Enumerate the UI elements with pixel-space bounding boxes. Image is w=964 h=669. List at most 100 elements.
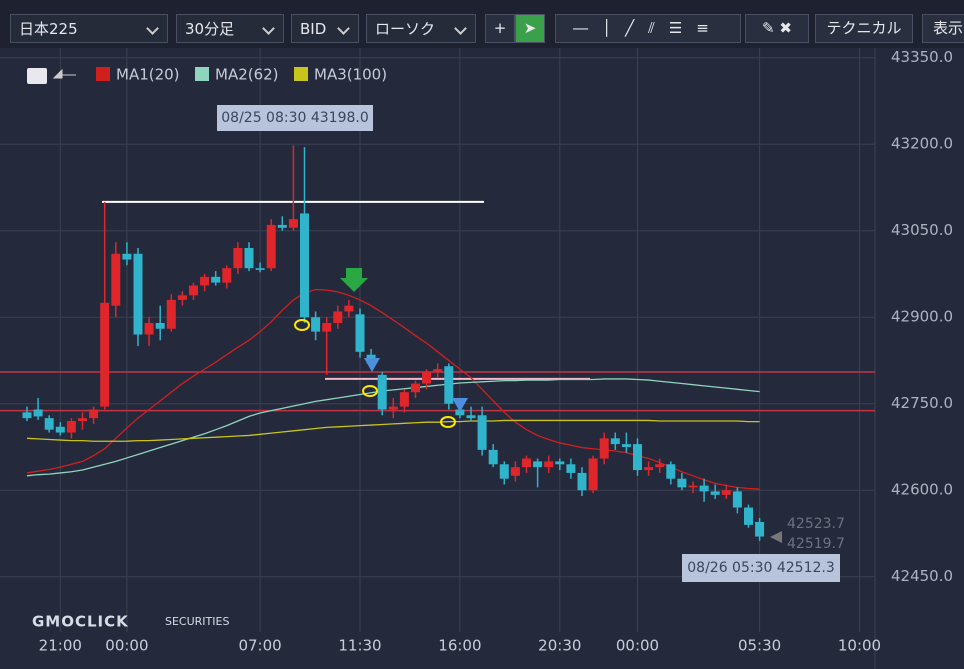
circle-marker xyxy=(362,385,378,397)
ma-line xyxy=(26,419,760,442)
candle-body xyxy=(666,464,676,479)
candle-body xyxy=(344,305,354,312)
x-tick-label: 10:00 xyxy=(838,637,881,655)
high-label: 08/25 08:30 43198.0 xyxy=(221,110,369,126)
triangle-marker xyxy=(452,398,468,412)
candle-body xyxy=(111,253,121,306)
chart: 42450.0 42600.0 42750.0 42900.0 43050.0 43200… xyxy=(0,48,953,669)
candle-body xyxy=(755,521,765,537)
candle-body xyxy=(399,392,409,407)
candle-body xyxy=(644,467,654,471)
markers xyxy=(294,268,468,428)
x-tick-label: 11:30 xyxy=(338,637,381,655)
candle-body xyxy=(233,248,243,269)
y-tick-label: 43350.0 xyxy=(891,48,953,66)
candle-body xyxy=(577,472,587,491)
candle-body xyxy=(555,461,565,465)
candle-body xyxy=(144,322,154,335)
candle-body xyxy=(411,383,420,393)
candle-body xyxy=(177,295,187,300)
candle-body xyxy=(510,467,520,476)
tool-icon[interactable] xyxy=(52,68,76,79)
price-pointer xyxy=(770,531,782,543)
x-tick-label: 16:00 xyxy=(438,637,481,655)
candle-body xyxy=(655,464,665,468)
comment-icon[interactable] xyxy=(27,68,47,84)
bid-price: 42519.7 xyxy=(787,536,845,552)
candle-body xyxy=(699,485,709,492)
candle-body xyxy=(277,224,287,228)
candle-body xyxy=(66,421,76,433)
candle-body xyxy=(244,248,254,269)
candle-body xyxy=(377,374,387,410)
candle-body xyxy=(22,412,32,419)
candle-body xyxy=(444,366,454,404)
candle-body xyxy=(599,438,609,459)
candle-body xyxy=(466,415,476,419)
candle-body xyxy=(621,444,631,447)
candle-body xyxy=(677,478,687,488)
candle-body xyxy=(322,322,332,332)
candle-body xyxy=(744,507,753,525)
x-tick-label: 07:00 xyxy=(238,637,281,655)
x-tick-label: 20:30 xyxy=(538,637,581,655)
low-label: 08/26 05:30 42512.3 xyxy=(687,560,835,576)
candle-body xyxy=(33,409,43,417)
price-select[interactable]: BID xyxy=(291,14,359,43)
candle-body xyxy=(422,372,432,384)
candle-body xyxy=(732,491,742,508)
technical-button[interactable]: テクニカル xyxy=(815,14,913,43)
x-tick-label: 00:00 xyxy=(105,637,148,655)
x-tick-label: 21:00 xyxy=(39,637,82,655)
y-tick-label: 42750.0 xyxy=(891,394,953,412)
legend-label: MA2(62) xyxy=(215,66,279,84)
candle-body xyxy=(499,464,509,479)
draw-tools[interactable]: ―│╱⫽☰≡ xyxy=(555,14,741,43)
display-button[interactable]: 表示 xyxy=(922,14,964,43)
x-tick-label: 00:00 xyxy=(616,637,659,655)
y-tick-label: 43050.0 xyxy=(891,221,953,239)
interval-select[interactable]: 30分足 xyxy=(176,14,284,43)
candle-body xyxy=(488,449,498,465)
candle-body xyxy=(355,314,365,352)
style-select[interactable]: ローソク xyxy=(366,14,476,43)
circle-marker xyxy=(294,319,310,331)
logo-sub: SECURITIES xyxy=(165,615,229,628)
candle-body xyxy=(633,444,642,471)
erase-tools[interactable]: ✎ ✖ xyxy=(745,14,809,43)
legend-label: MA3(100) xyxy=(314,66,387,84)
legend-label: MA1(20) xyxy=(116,66,180,84)
circle-marker xyxy=(440,416,456,428)
low-label-box xyxy=(682,554,840,582)
candle-body xyxy=(255,268,265,270)
candle-body xyxy=(44,418,54,430)
candle-body xyxy=(533,461,543,468)
legend xyxy=(27,68,76,84)
candle-body xyxy=(544,461,554,468)
candle-body xyxy=(566,464,576,473)
candle-body xyxy=(189,285,198,296)
candle-body xyxy=(477,415,487,450)
cursor-button[interactable]: ➤ xyxy=(515,14,545,43)
logo-brand: GMOCLICK xyxy=(32,613,129,631)
triangle-marker xyxy=(364,358,380,372)
toolbar: 日本225 30分足 BID ローソク + ➤ ―│╱⫽☰≡ ✎ ✖ テクニカル… xyxy=(0,0,964,48)
candle-body xyxy=(55,426,65,433)
candle-body xyxy=(433,369,443,373)
crosshair-button[interactable]: + xyxy=(485,14,515,43)
candle-body xyxy=(89,409,99,419)
ask-price: 42523.7 xyxy=(787,516,845,532)
arrow-marker xyxy=(340,268,368,292)
x-tick-label: 05:30 xyxy=(738,637,781,655)
legend-swatch xyxy=(294,67,308,81)
symbol-select[interactable]: 日本225 xyxy=(10,14,168,43)
candle-body xyxy=(311,317,321,332)
candle-body xyxy=(388,406,398,410)
candle-body xyxy=(710,491,720,495)
candle-body xyxy=(78,418,87,422)
candle-body xyxy=(100,302,110,407)
candle-body xyxy=(610,438,620,445)
candle-body xyxy=(721,490,731,495)
candle-body xyxy=(211,276,221,283)
